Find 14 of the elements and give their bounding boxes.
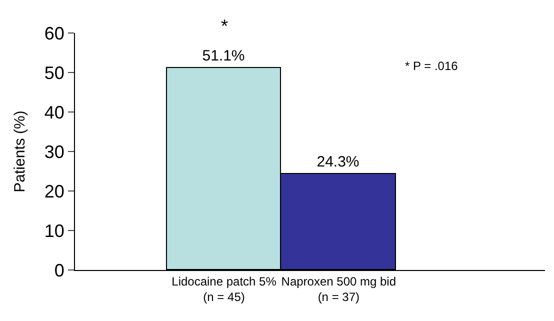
x-tick-label: Lidocaine patch 5% (n = 45) <box>172 274 277 304</box>
y-tick-label: 60 <box>44 23 64 44</box>
text: * P = .016 <box>405 59 458 73</box>
data-label: 51.1% <box>202 48 245 64</box>
y-tick-label: 30 <box>44 142 64 162</box>
x-tick-label: Naproxen 500 mg bid (n = 37) <box>281 274 396 304</box>
annotation: * <box>221 16 228 36</box>
y-tick-label: 20 <box>44 181 64 202</box>
y-axis-title: Patients (%) <box>12 110 29 192</box>
y-tick-label: 50 <box>44 62 64 83</box>
y-tick-label: 40 <box>44 102 64 122</box>
y-tick-label: 10 <box>44 220 64 241</box>
data-label: 24.3% <box>316 154 360 170</box>
y-tick-label: 0 <box>54 260 64 280</box>
